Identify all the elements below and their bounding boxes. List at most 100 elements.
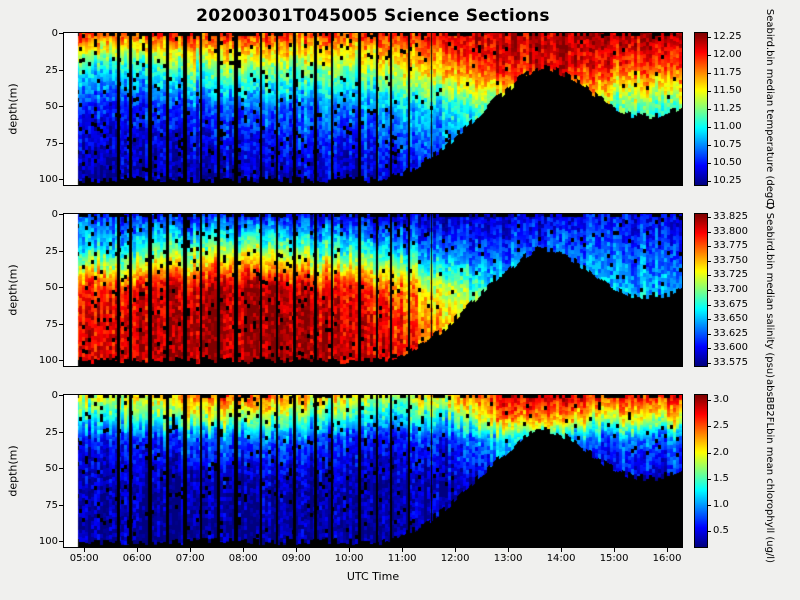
x-tick-label: 06:00: [122, 553, 152, 564]
y-tick-mark: [59, 395, 63, 396]
y-axis-label: depth(m): [6, 264, 20, 316]
y-tick-label: 75: [45, 137, 58, 149]
colorbar-tick-mark: [708, 36, 711, 38]
colorbar-tick-label: 10.50: [713, 157, 742, 169]
colorbar-tick-mark: [708, 72, 711, 74]
colorbar-tick-mark: [708, 54, 711, 56]
x-tick-mark: [402, 548, 404, 552]
colorbar-tick-mark: [708, 426, 711, 428]
x-tick-mark: [137, 548, 139, 552]
x-tick-mark: [561, 548, 563, 552]
colorbar-tick-label: 2.5: [713, 420, 729, 432]
salinity-plot-area: [63, 213, 683, 367]
colorbar-tick-mark: [708, 145, 711, 147]
panel-chlorophyll: depth(m) 0 25 50 75 100 3.0 2.5 2.0 1.5 1.0 0.5 a…: [0, 379, 800, 563]
panel-salinity: depth(m) 0 25 50 75 100 33.825 33.800 33.775 33…: [0, 202, 800, 378]
colorbar-tick-label: 1.0: [713, 499, 729, 511]
colorbar-tick-label: 11.25: [713, 103, 742, 114]
y-tick-label: 75: [45, 499, 58, 511]
salinity-colorbar: [694, 213, 708, 367]
y-tick-label: 25: [45, 426, 58, 438]
colorbar-tick-label: 33.775: [713, 240, 748, 252]
x-tick-label: 12:00: [440, 553, 470, 564]
colorbar-tick-mark: [708, 109, 711, 110]
temperature-colorbar-gradient: [695, 33, 707, 185]
salinity-heatmap: [64, 214, 682, 366]
x-tick-mark: [243, 548, 245, 552]
colorbar-tick-mark: [708, 333, 711, 335]
colorbar-tick-mark: [708, 452, 711, 454]
y-tick-label: 0: [51, 209, 58, 220]
x-tick-mark: [84, 548, 86, 552]
colorbar-tick-label: 33.625: [713, 327, 748, 339]
temperature-colorbar: [694, 32, 708, 186]
panel-temperature: depth(m) 0 25 50 75 100 12.25 12.00 11.75 11.50…: [0, 9, 800, 209]
x-tick-label: 10:00: [334, 553, 364, 564]
colorbar-tick-mark: [708, 319, 711, 321]
chlorophyll-colorbar: [694, 394, 708, 548]
x-tick-label: 09:00: [281, 553, 311, 564]
x-tick-label: 15:00: [599, 553, 629, 564]
y-axis-label: depth(m): [6, 83, 20, 135]
x-tick-mark: [190, 548, 192, 552]
colorbar-tick-mark: [708, 231, 711, 233]
colorbar-tick-label: 2.0: [713, 446, 729, 458]
y-tick-label: 50: [45, 463, 58, 475]
colorbar-tick-label: 12.00: [713, 48, 742, 60]
colorbar-tick-mark: [708, 400, 711, 402]
colorbar-tick-mark: [708, 181, 711, 183]
colorbar-tick-label: 33.750: [713, 254, 748, 266]
colorbar-tick-mark: [708, 246, 711, 248]
y-tick-label: 50: [45, 282, 58, 294]
colorbar-tick-label: 33.700: [713, 284, 748, 295]
y-tick-label: 100: [38, 536, 58, 548]
y-tick-mark: [59, 504, 63, 506]
x-tick-label: 11:00: [387, 553, 417, 564]
y-tick-mark: [59, 431, 63, 433]
colorbar-tick-label: 1.5: [713, 472, 729, 484]
colorbar-tick-label: 11.00: [713, 121, 742, 133]
x-tick-labels: 05:00 06:00 07:00 08:00 09:00 10:00 11:00 12:00…: [0, 548, 800, 570]
y-tick-mark: [59, 69, 63, 71]
x-tick-mark: [614, 548, 616, 552]
temperature-colorbar-label: Seabird.bin median temperature (degC): [764, 8, 775, 210]
y-tick-mark: [59, 287, 63, 289]
x-tick-mark: [296, 548, 298, 552]
colorbar-tick-mark: [708, 90, 711, 92]
y-tick-mark: [59, 360, 63, 362]
colorbar-tick-mark: [708, 348, 711, 350]
y-tick-label: 50: [45, 101, 58, 113]
temperature-plot-area: [63, 32, 683, 186]
y-tick-mark: [59, 179, 63, 181]
colorbar-tick-label: 33.650: [713, 313, 748, 325]
colorbar-tick-mark: [708, 478, 711, 480]
colorbar-tick-label: 10.75: [713, 139, 742, 151]
colorbar-tick-mark: [708, 275, 711, 277]
chlorophyll-plot-area: [63, 394, 683, 548]
y-tick-label: 100: [38, 174, 58, 186]
x-tick-mark: [508, 548, 510, 552]
y-tick-mark: [59, 33, 63, 34]
temperature-heatmap: [64, 33, 682, 185]
colorbar-tick-label: 10.25: [713, 175, 742, 187]
colorbar-tick-label: 11.75: [713, 66, 742, 78]
colorbar-tick-mark: [708, 363, 711, 365]
colorbar-tick-mark: [708, 304, 711, 306]
colorbar-tick-mark: [708, 260, 711, 262]
y-tick-label: 100: [38, 355, 58, 367]
colorbar-tick-label: 12.25: [713, 30, 742, 42]
y-tick-mark: [59, 142, 63, 144]
colorbar-tick-mark: [708, 127, 711, 129]
colorbar-tick-label: 33.675: [713, 298, 748, 310]
colorbar-tick-label: 33.800: [713, 225, 748, 237]
y-tick-mark: [59, 106, 63, 108]
chlorophyll-colorbar-gradient: [695, 395, 707, 547]
colorbar-tick-label: 33.575: [713, 357, 748, 369]
x-tick-label: 13:00: [493, 553, 523, 564]
y-tick-mark: [59, 323, 63, 325]
y-tick-mark: [59, 214, 63, 215]
colorbar-tick-label: 0.5: [713, 525, 729, 537]
y-axis-label: depth(m): [6, 445, 20, 497]
colorbar-tick-mark: [708, 531, 711, 533]
